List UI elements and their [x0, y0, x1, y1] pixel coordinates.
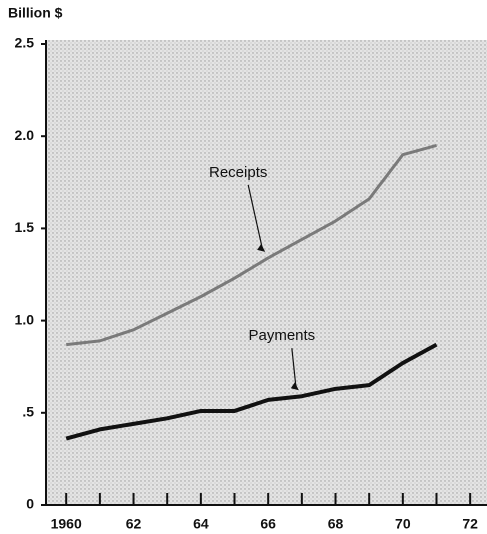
annotation-arrow — [247, 184, 263, 249]
plot-background — [46, 40, 487, 505]
annotation-arrow — [291, 348, 297, 387]
line-series — [65, 342, 438, 441]
y-tick-label: 0 — [26, 496, 34, 512]
x-tick-label: 62 — [126, 516, 142, 532]
x-tick-label: 72 — [462, 516, 478, 532]
y-tick-label: 1.0 — [15, 311, 35, 327]
series-label: Receipts — [209, 164, 267, 181]
line-series — [66, 143, 437, 347]
x-tick-label: 64 — [193, 516, 209, 532]
x-tick-label: 1960 — [51, 516, 82, 532]
y-tick-label: .5 — [22, 404, 34, 420]
x-tick-label: 70 — [395, 516, 411, 532]
y-axis-label: Billion $ — [8, 5, 63, 21]
annotation-arrowhead — [257, 243, 266, 252]
x-tick-label: 68 — [328, 516, 344, 532]
x-tick-label: 66 — [260, 516, 276, 532]
annotation-arrowhead — [290, 382, 299, 391]
series-label: Payments — [248, 327, 315, 344]
y-tick-label: 2.0 — [15, 127, 35, 143]
y-tick-label: 2.5 — [15, 35, 35, 51]
y-tick-label: 1.5 — [15, 219, 35, 235]
